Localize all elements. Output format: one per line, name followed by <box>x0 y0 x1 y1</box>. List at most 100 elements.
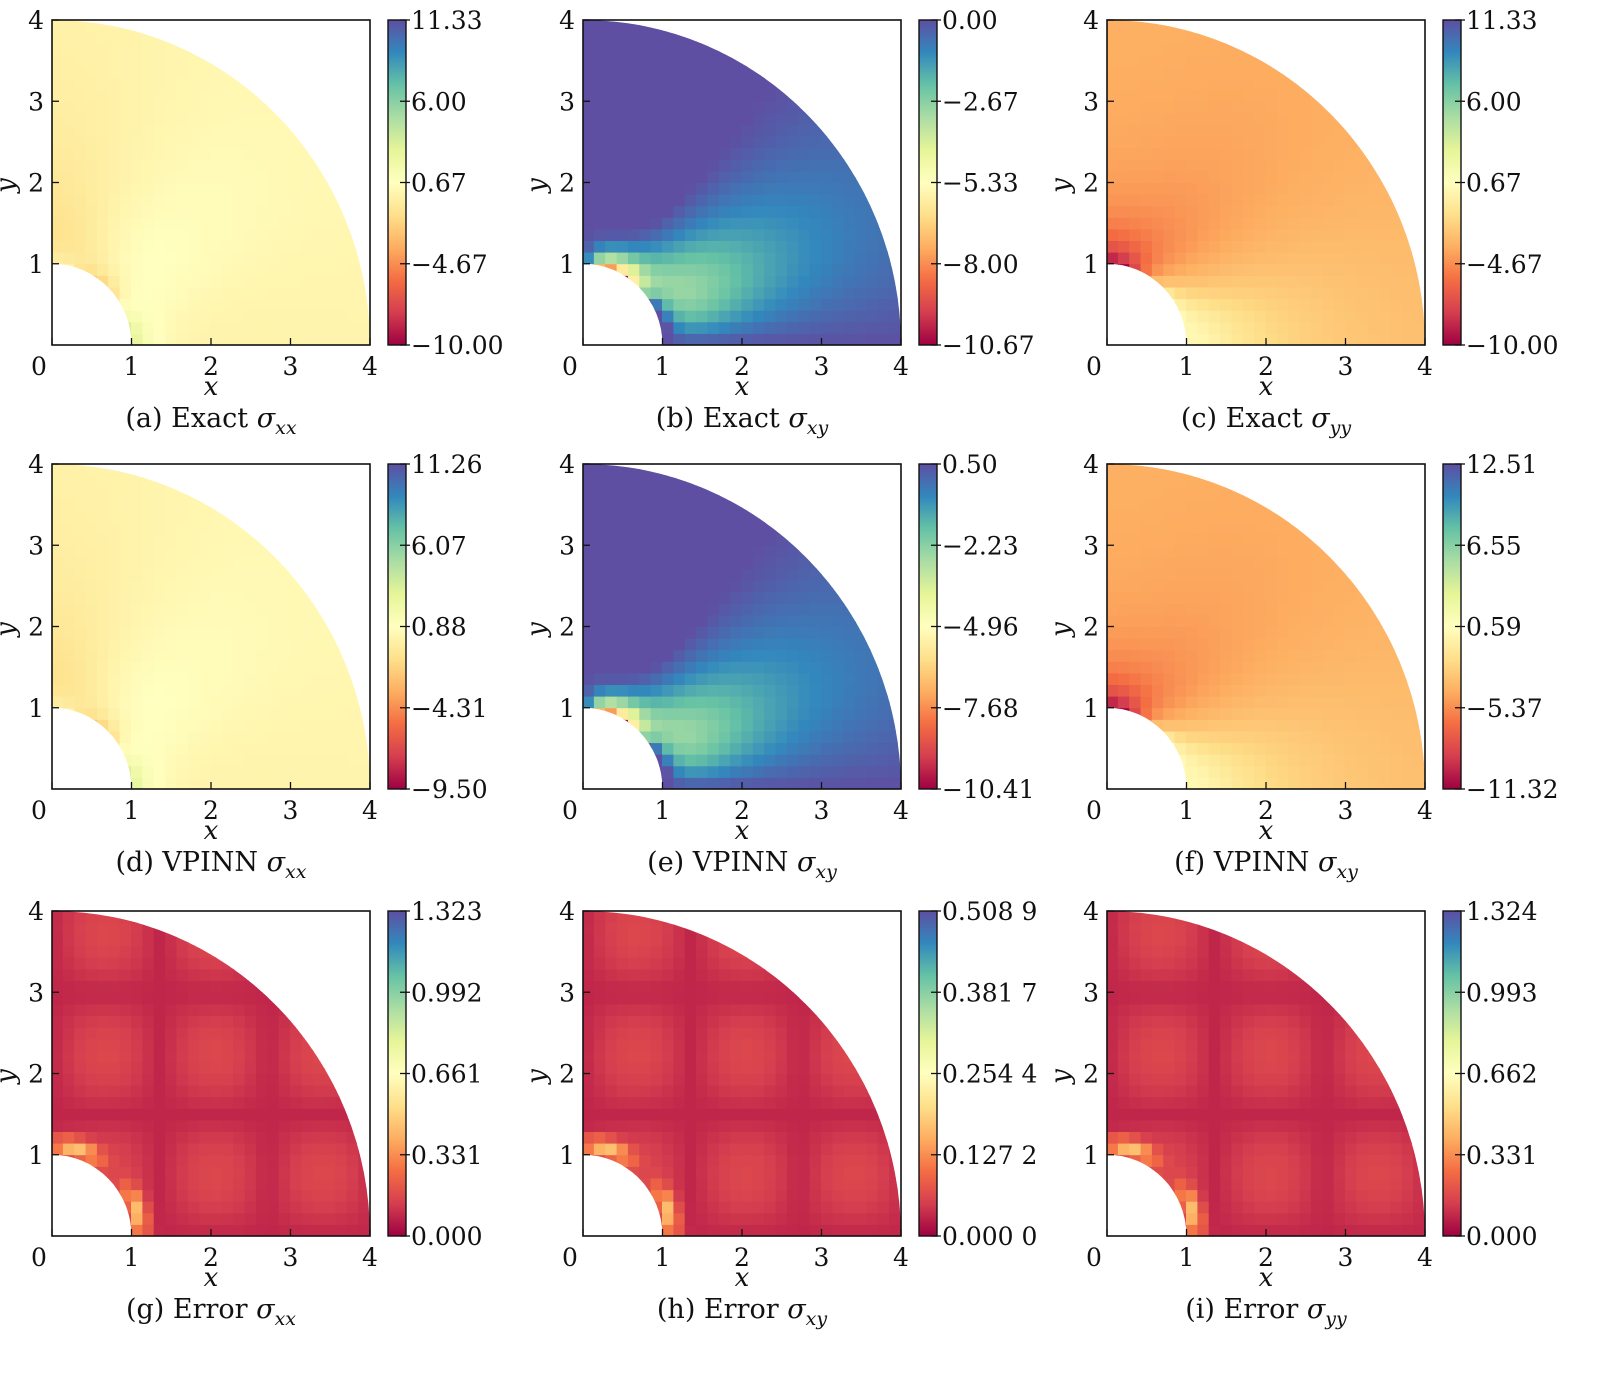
heatmap-cell <box>108 1038 121 1051</box>
heatmap-cell <box>312 274 326 288</box>
heatmap-cell <box>244 730 257 744</box>
heatmap-cell <box>1163 20 1176 33</box>
heatmap-cell <box>1265 649 1278 662</box>
heatmap-cell <box>187 263 201 276</box>
heatmap-cell <box>718 89 732 102</box>
heatmap-cell <box>233 1026 246 1040</box>
heatmap-cell <box>741 660 754 674</box>
heatmap-cell <box>855 753 868 767</box>
heatmap-cell <box>199 1073 212 1086</box>
heatmap-cell <box>1265 626 1278 639</box>
heatmap-cell <box>221 1189 235 1202</box>
heatmap-cell <box>233 649 246 662</box>
heatmap-cell <box>673 591 686 604</box>
heatmap-cell <box>1288 298 1301 311</box>
heatmap-cell <box>1299 707 1312 720</box>
heatmap-cell <box>255 1165 269 1179</box>
heatmap-cell <box>1117 20 1131 33</box>
heatmap-cell <box>131 298 144 311</box>
heatmap-cell <box>96 1131 110 1144</box>
heatmap-cell <box>301 1200 314 1214</box>
heatmap-cell <box>52 637 64 651</box>
heatmap-cell <box>752 77 766 91</box>
heatmap-cell <box>1299 591 1312 604</box>
heatmap-cell <box>335 193 348 207</box>
heatmap-cell <box>1265 112 1278 125</box>
heatmap-cell <box>1186 707 1199 720</box>
heatmap-cell <box>1208 626 1222 639</box>
heatmap-cell <box>96 89 110 102</box>
heatmap-cell <box>1276 730 1290 744</box>
heatmap-cell <box>627 216 641 230</box>
heatmap-cell <box>187 579 201 593</box>
heatmap-cell <box>1288 556 1301 569</box>
heatmap-cell <box>335 718 348 732</box>
y-axis-label: y <box>1046 622 1076 638</box>
heatmap-cell <box>74 1154 87 1167</box>
heatmap-cell <box>616 112 629 125</box>
heatmap-cell <box>176 240 189 253</box>
heatmap-cell <box>142 42 155 56</box>
heatmap-cell <box>1140 77 1153 91</box>
heatmap-cell <box>199 1015 212 1028</box>
heatmap-cell <box>108 556 121 569</box>
heatmap-cell <box>1310 579 1324 593</box>
heatmap-cell <box>187 533 201 546</box>
heatmap-cell <box>1208 521 1222 535</box>
heatmap-cell <box>605 170 618 183</box>
heatmap-cell <box>1288 602 1301 616</box>
heatmap-cell <box>855 193 868 207</box>
heatmap-cell <box>1333 135 1346 149</box>
heatmap-cell <box>1208 707 1222 720</box>
heatmap-cell <box>639 730 652 744</box>
heatmap-cell <box>210 672 223 685</box>
heatmap-cell <box>764 251 777 265</box>
heatmap-cell <box>877 637 891 651</box>
heatmap-cell <box>199 1154 212 1167</box>
heatmap-cell <box>52 568 64 581</box>
heatmap-cell <box>1140 182 1153 195</box>
heatmap-cell <box>1276 124 1290 137</box>
heatmap-cell <box>153 321 167 334</box>
heatmap-cell <box>52 695 64 709</box>
heatmap-cell <box>650 1200 663 1214</box>
heatmap-cell <box>335 1084 348 1098</box>
heatmap-cell <box>821 602 834 616</box>
heatmap-cell <box>96 718 110 732</box>
heatmap-cell <box>199 765 212 778</box>
heatmap-cell <box>673 321 686 334</box>
heatmap-cell <box>1288 240 1301 253</box>
heatmap-cell <box>1310 765 1324 778</box>
heatmap-cell <box>684 945 698 958</box>
heatmap-cell <box>1129 707 1142 720</box>
heatmap-cell <box>301 742 314 755</box>
heatmap-cell <box>199 1026 212 1040</box>
x-tick-label: 3 <box>1338 352 1354 381</box>
heatmap-cell <box>1345 579 1358 593</box>
heatmap-cell <box>210 718 223 732</box>
heatmap-cell <box>707 614 720 627</box>
heatmap-cell <box>707 591 720 604</box>
heatmap-cell <box>119 205 132 218</box>
colorbar-tick-label: 6.55 <box>1466 531 1522 560</box>
heatmap-cell <box>131 637 144 651</box>
heatmap-cell <box>1107 637 1119 651</box>
heatmap-cell <box>593 1049 607 1063</box>
heatmap-cell <box>108 286 121 300</box>
heatmap-cell <box>764 695 777 709</box>
heatmap-cell <box>775 695 788 709</box>
heatmap-cell <box>752 521 766 535</box>
heatmap-cell <box>165 182 178 195</box>
heatmap-cell <box>1186 776 1199 789</box>
heatmap-cell <box>210 533 223 546</box>
heatmap-cell <box>1333 730 1346 744</box>
heatmap-cell <box>889 298 901 311</box>
heatmap-cell <box>267 286 280 300</box>
heatmap-cell <box>346 707 360 720</box>
heatmap-cell <box>176 263 189 276</box>
heatmap-cell <box>684 556 698 569</box>
heatmap-cell <box>233 112 246 125</box>
heatmap-cell <box>730 660 743 674</box>
heatmap-cell <box>583 20 595 33</box>
heatmap-cell <box>131 42 144 56</box>
